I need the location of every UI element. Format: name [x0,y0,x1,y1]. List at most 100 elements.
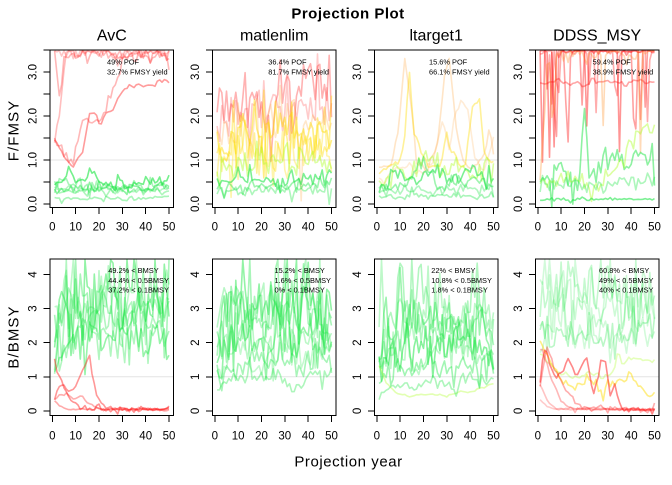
svg-text:0: 0 [352,408,364,414]
svg-text:10: 10 [394,431,407,443]
svg-text:4: 4 [352,271,364,278]
svg-text:1.8% < 0.1BMSY: 1.8% < 0.1BMSY [431,285,488,294]
svg-text:4: 4 [28,271,40,278]
svg-text:38.9% FMSY yield: 38.9% FMSY yield [593,67,654,76]
svg-text:AvC: AvC [97,28,127,45]
svg-text:0: 0 [535,222,541,234]
svg-text:50: 50 [163,222,176,234]
svg-text:81.7% FMSY yield: 81.7% FMSY yield [268,67,329,76]
svg-text:2: 2 [190,339,202,345]
svg-text:1.0: 1.0 [513,152,525,168]
svg-text:0.0: 0.0 [28,196,40,212]
svg-text:15.2% < BMSY: 15.2% < BMSY [275,266,325,275]
svg-text:50: 50 [487,222,500,234]
svg-text:2.0: 2.0 [28,108,40,124]
svg-text:50: 50 [325,222,338,234]
svg-text:32.7% FMSY yield: 32.7% FMSY yield [107,67,168,76]
svg-text:1.6% < 0.5BMSY: 1.6% < 0.5BMSY [275,276,332,285]
svg-text:20: 20 [578,431,591,443]
svg-text:1.0: 1.0 [352,152,364,168]
svg-text:40: 40 [139,431,152,443]
svg-text:3: 3 [352,305,364,311]
svg-text:20: 20 [578,222,591,234]
svg-text:30: 30 [440,431,453,443]
svg-text:37.2% < 0.1BMSY: 37.2% < 0.1BMSY [108,285,169,294]
svg-text:30: 30 [278,222,291,234]
svg-text:3.0: 3.0 [28,64,40,80]
svg-text:2: 2 [513,339,525,345]
svg-text:0: 0 [49,222,55,234]
svg-text:10: 10 [69,222,82,234]
svg-text:10: 10 [69,431,82,443]
svg-text:2: 2 [352,339,364,345]
svg-text:10: 10 [555,431,568,443]
svg-text:50: 50 [325,431,338,443]
svg-text:50: 50 [163,431,176,443]
svg-text:10.8% < 0.5BMSY: 10.8% < 0.5BMSY [431,276,492,285]
svg-text:10: 10 [394,222,407,234]
svg-text:0: 0 [374,431,380,443]
svg-text:30: 30 [601,431,614,443]
svg-text:15.6% POF: 15.6% POF [429,58,468,67]
svg-text:20: 20 [417,222,430,234]
svg-text:0: 0 [49,431,55,443]
svg-text:40: 40 [302,222,315,234]
svg-text:30: 30 [601,222,614,234]
svg-text:0: 0 [374,222,380,234]
svg-text:0% < 0.1BMSY: 0% < 0.1BMSY [275,285,325,294]
svg-text:20: 20 [417,431,430,443]
svg-text:0: 0 [212,222,218,234]
svg-text:2.0: 2.0 [513,108,525,124]
svg-text:40: 40 [464,431,477,443]
svg-text:30: 30 [116,431,129,443]
svg-text:3: 3 [28,305,40,311]
svg-text:2.0: 2.0 [352,108,364,124]
svg-text:0: 0 [535,431,541,443]
svg-text:50: 50 [648,222,661,234]
svg-text:50: 50 [487,431,500,443]
svg-text:10: 10 [555,222,568,234]
svg-text:30: 30 [278,431,291,443]
svg-text:1.0: 1.0 [190,152,202,168]
svg-text:40: 40 [625,222,638,234]
svg-text:36.4% POF: 36.4% POF [268,58,307,67]
svg-text:40% < 0.1BMSY: 40% < 0.1BMSY [599,285,654,294]
svg-text:0: 0 [513,408,525,414]
svg-text:3: 3 [513,305,525,311]
svg-text:0.0: 0.0 [513,196,525,212]
svg-text:20: 20 [93,431,106,443]
svg-text:1: 1 [28,374,40,380]
svg-text:10: 10 [232,222,245,234]
svg-text:60.8% < BMSY: 60.8% < BMSY [599,266,649,275]
svg-text:49% POF: 49% POF [107,58,140,67]
svg-text:3.0: 3.0 [513,64,525,80]
svg-text:50: 50 [648,431,661,443]
svg-text:Projection Plot: Projection Plot [291,6,404,23]
svg-text:4: 4 [513,271,525,278]
svg-text:1: 1 [190,374,202,380]
svg-text:22% < BMSY: 22% < BMSY [431,266,475,275]
svg-text:B/BMSY: B/BMSY [6,305,23,368]
svg-text:3.0: 3.0 [352,64,364,80]
svg-text:30: 30 [116,222,129,234]
svg-text:40: 40 [464,222,477,234]
svg-text:3.0: 3.0 [190,64,202,80]
svg-text:66.1% FMSY yield: 66.1% FMSY yield [429,67,490,76]
svg-text:Projection year: Projection year [294,454,402,471]
svg-text:1: 1 [352,374,364,380]
svg-text:0: 0 [212,431,218,443]
svg-text:0: 0 [28,408,40,414]
svg-text:40: 40 [302,431,315,443]
svg-text:DDSS_MSY: DDSS_MSY [553,28,641,45]
svg-text:0.0: 0.0 [190,196,202,212]
svg-text:2: 2 [28,339,40,345]
svg-text:3: 3 [190,305,202,311]
svg-text:40: 40 [139,222,152,234]
svg-text:30: 30 [440,222,453,234]
svg-text:matlenlim: matlenlim [240,28,308,45]
svg-text:0: 0 [190,408,202,414]
svg-text:4: 4 [190,271,202,278]
svg-text:1: 1 [513,374,525,380]
svg-text:20: 20 [93,222,106,234]
svg-text:20: 20 [255,222,268,234]
